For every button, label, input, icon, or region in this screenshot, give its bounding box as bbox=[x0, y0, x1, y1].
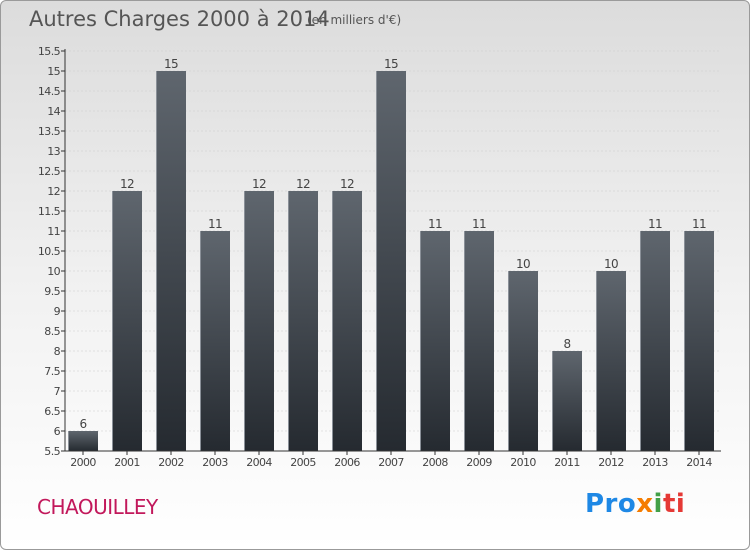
y-tick-label: 7 bbox=[54, 385, 61, 398]
x-tick-label: 2001 bbox=[114, 456, 140, 469]
bar-2005 bbox=[288, 191, 318, 451]
y-tick-label: 7.5 bbox=[44, 365, 60, 378]
y-tick-label: 8 bbox=[54, 345, 61, 358]
data-label: 12 bbox=[340, 177, 354, 191]
chart-title: Autres Charges 2000 à 2014 bbox=[29, 7, 330, 31]
x-tick-label: 2008 bbox=[422, 456, 448, 469]
data-label: 10 bbox=[604, 257, 618, 271]
bar-2006 bbox=[332, 191, 362, 451]
y-tick-label: 9 bbox=[54, 305, 61, 318]
bars bbox=[68, 71, 714, 451]
data-label: 10 bbox=[516, 257, 530, 271]
x-tick-label: 2014 bbox=[686, 456, 712, 469]
y-tick-label: 15 bbox=[47, 65, 60, 78]
axes bbox=[61, 49, 721, 455]
y-tick-label: 10 bbox=[47, 265, 60, 278]
bar-2009 bbox=[464, 231, 494, 451]
data-label: 11 bbox=[428, 217, 442, 231]
bar-2008 bbox=[420, 231, 450, 451]
bar-2010 bbox=[508, 271, 538, 451]
bar-2003 bbox=[200, 231, 230, 451]
y-tick-label: 14 bbox=[47, 105, 60, 118]
data-label: 12 bbox=[120, 177, 134, 191]
x-tick-label: 2011 bbox=[554, 456, 580, 469]
y-tick-label: 6 bbox=[54, 425, 61, 438]
data-label: 12 bbox=[252, 177, 266, 191]
data-label: 11 bbox=[648, 217, 662, 231]
y-tick-label: 13 bbox=[47, 145, 60, 158]
data-label: 15 bbox=[384, 57, 398, 71]
bar-2000 bbox=[68, 431, 98, 451]
y-tick-label: 5.5 bbox=[44, 445, 60, 458]
bar-2013 bbox=[640, 231, 670, 451]
bar-2004 bbox=[244, 191, 274, 451]
bar-2007 bbox=[376, 71, 406, 451]
x-tick-label: 2000 bbox=[70, 456, 96, 469]
x-tick-label: 2013 bbox=[642, 456, 668, 469]
x-tick-label: 2006 bbox=[334, 456, 360, 469]
data-label: 11 bbox=[692, 217, 706, 231]
y-tick-label: 6.5 bbox=[44, 405, 60, 418]
x-tick-label: 2009 bbox=[466, 456, 492, 469]
x-tick-label: 2007 bbox=[378, 456, 404, 469]
bar-2001 bbox=[112, 191, 142, 451]
bar-2014 bbox=[684, 231, 714, 451]
chart-subtitle: (en milliers d'€) bbox=[307, 13, 402, 27]
data-label: 12 bbox=[296, 177, 310, 191]
x-tick-label: 2002 bbox=[158, 456, 184, 469]
data-label: 8 bbox=[563, 337, 570, 351]
y-tick-label: 8.5 bbox=[44, 325, 60, 338]
y-tick-label: 11 bbox=[47, 225, 60, 238]
commune-name: CHAOUILLEY bbox=[37, 495, 158, 519]
y-tick-label: 9.5 bbox=[44, 285, 60, 298]
data-label: 6 bbox=[79, 417, 86, 431]
y-tick-label: 11.5 bbox=[38, 205, 61, 218]
bar-2011 bbox=[552, 351, 582, 451]
y-tick-label: 13.5 bbox=[38, 125, 61, 138]
x-tick-label: 2010 bbox=[510, 456, 536, 469]
x-tick-label: 2003 bbox=[202, 456, 228, 469]
y-tick-label: 12.5 bbox=[38, 165, 61, 178]
bar-2002 bbox=[156, 71, 186, 451]
y-tick-label: 14.5 bbox=[38, 85, 61, 98]
x-tick-label: 2005 bbox=[290, 456, 316, 469]
proxiti-logo: Proxiti bbox=[585, 489, 686, 519]
x-tick-label: 2012 bbox=[598, 456, 624, 469]
y-tick-label: 12 bbox=[47, 185, 60, 198]
labels: 5.5 6 6.5 7 7.5 8 8.5 9 9.5 10 10.5 11 11.5 12 12.5 13 1… bbox=[38, 45, 713, 469]
data-label: 11 bbox=[472, 217, 486, 231]
y-tick-label: 15.5 bbox=[38, 45, 61, 58]
data-label: 11 bbox=[208, 217, 222, 231]
y-tick-label: 10.5 bbox=[38, 245, 61, 258]
x-tick-label: 2004 bbox=[246, 456, 272, 469]
data-label: 15 bbox=[164, 57, 178, 71]
bar-2012 bbox=[596, 271, 626, 451]
